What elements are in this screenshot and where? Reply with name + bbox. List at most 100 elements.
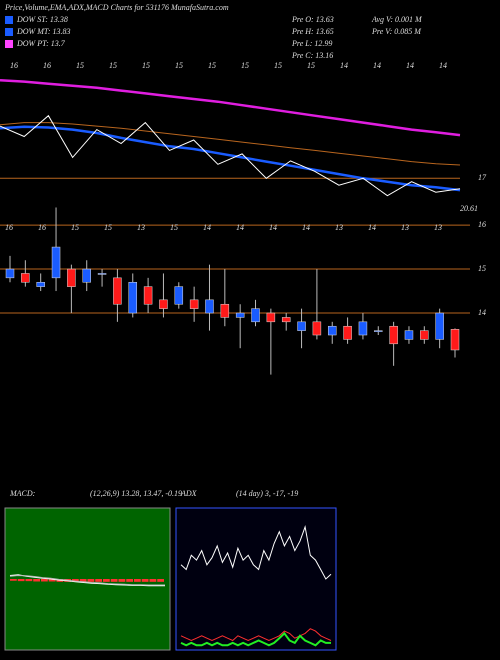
- candle-body: [82, 268, 91, 283]
- series-line: [0, 78, 461, 137]
- stat: Pre V: 0.085 M: [371, 27, 422, 36]
- histogram-bar: [25, 579, 33, 582]
- x-label: 13: [401, 223, 409, 232]
- series-line: [9, 574, 165, 586]
- x-label: 15: [175, 61, 183, 70]
- candle-body: [312, 321, 322, 336]
- x-label: 15: [307, 61, 315, 70]
- candle-body: [420, 330, 429, 340]
- histogram-bar: [149, 579, 157, 582]
- candle-body: [327, 325, 337, 336]
- stat: Avg V: 0.001 M: [371, 15, 423, 24]
- x-label: 14: [439, 61, 447, 70]
- histogram-bar: [72, 579, 79, 582]
- histogram-bar: [134, 579, 141, 582]
- histogram-bar: [157, 579, 164, 582]
- candle-body: [67, 268, 76, 287]
- panel-subtitle: (12,26,9) 13.28, 13.47, -0.19: [90, 489, 182, 498]
- histogram-bar: [79, 579, 87, 582]
- x-label: 15: [170, 223, 178, 232]
- x-label: 14: [340, 61, 348, 70]
- histogram-bar: [41, 579, 48, 582]
- x-label: 15: [76, 61, 84, 70]
- candle-body: [189, 299, 199, 309]
- candle-body: [435, 312, 444, 340]
- candle-body: [143, 286, 153, 305]
- panel-subtitle: (14 day) 3, -17, -19: [236, 489, 298, 498]
- page-title: Price,Volume,EMA,ADX,MACD Charts for 531…: [4, 3, 229, 12]
- candle-body: [97, 273, 107, 275]
- legend-label: DOW PT: 13.7: [16, 39, 66, 48]
- x-label: 16: [43, 61, 51, 70]
- candle-body: [159, 299, 168, 309]
- x-label: 15: [142, 61, 150, 70]
- histogram-bar: [48, 579, 56, 582]
- stat: Pre H: 13.65: [291, 27, 334, 36]
- series-line: [9, 574, 165, 587]
- legend-swatch: [5, 28, 13, 36]
- x-label: 15: [208, 61, 216, 70]
- x-label: 15: [274, 61, 282, 70]
- x-label: 13: [434, 223, 442, 232]
- x-label: 14: [302, 223, 310, 232]
- x-label: 15: [241, 61, 249, 70]
- x-label: 14: [373, 61, 381, 70]
- y-tick-label: 15: [478, 264, 486, 273]
- x-label: 16: [10, 61, 18, 70]
- annotation: 20.61: [460, 204, 478, 213]
- histogram-bar: [141, 579, 149, 582]
- y-tick-label: 17: [478, 173, 487, 182]
- series-line: [180, 628, 332, 642]
- candle-body: [358, 321, 368, 336]
- panel-title: MACD:: [9, 489, 36, 498]
- candle-body: [251, 308, 260, 323]
- histogram-bar: [110, 579, 118, 582]
- candle-body: [128, 281, 138, 314]
- legend-swatch: [5, 40, 13, 48]
- stat: Pre O: 13.63: [291, 15, 334, 24]
- candle-body: [21, 273, 30, 283]
- candle-body: [450, 329, 460, 351]
- x-label: 14: [406, 61, 414, 70]
- x-label: 16: [5, 223, 13, 232]
- series-line: [180, 631, 331, 647]
- x-label: 14: [203, 223, 211, 232]
- candle-body: [281, 317, 291, 323]
- candle-body: [404, 330, 414, 340]
- legend-label: DOW MT: 13.83: [16, 27, 71, 36]
- series-line: [0, 122, 461, 166]
- candle-body: [220, 303, 230, 318]
- histogram-bar: [118, 579, 126, 582]
- candle-body: [205, 299, 214, 314]
- histogram-bar: [126, 579, 133, 582]
- histogram-bar: [87, 579, 95, 582]
- histogram-bar: [17, 579, 25, 582]
- candle-body: [113, 277, 122, 305]
- panel-title: ADX: [180, 489, 198, 498]
- series-line: [0, 125, 461, 192]
- candle-body: [51, 246, 61, 279]
- candle-body: [235, 312, 245, 318]
- y-tick-label: 14: [478, 308, 486, 317]
- candle-body: [266, 312, 276, 323]
- x-label: 14: [269, 223, 277, 232]
- candle-body: [5, 268, 15, 279]
- series-line: [180, 524, 332, 580]
- x-label: 14: [236, 223, 244, 232]
- candle-body: [174, 286, 184, 305]
- x-label: 16: [38, 223, 46, 232]
- stat: Pre L: 12.99: [291, 39, 332, 48]
- candle-body: [297, 321, 306, 331]
- histogram-bar: [95, 579, 102, 582]
- x-label: 15: [109, 61, 117, 70]
- x-label: 13: [335, 223, 343, 232]
- candle-body: [374, 330, 383, 332]
- histogram-bar: [103, 579, 110, 582]
- panel: [175, 507, 337, 651]
- candle-body: [389, 325, 398, 345]
- x-label: 15: [104, 223, 112, 232]
- x-label: 14: [368, 223, 376, 232]
- legend-label: DOW ST: 13.38: [16, 15, 68, 24]
- x-label: 13: [137, 223, 145, 232]
